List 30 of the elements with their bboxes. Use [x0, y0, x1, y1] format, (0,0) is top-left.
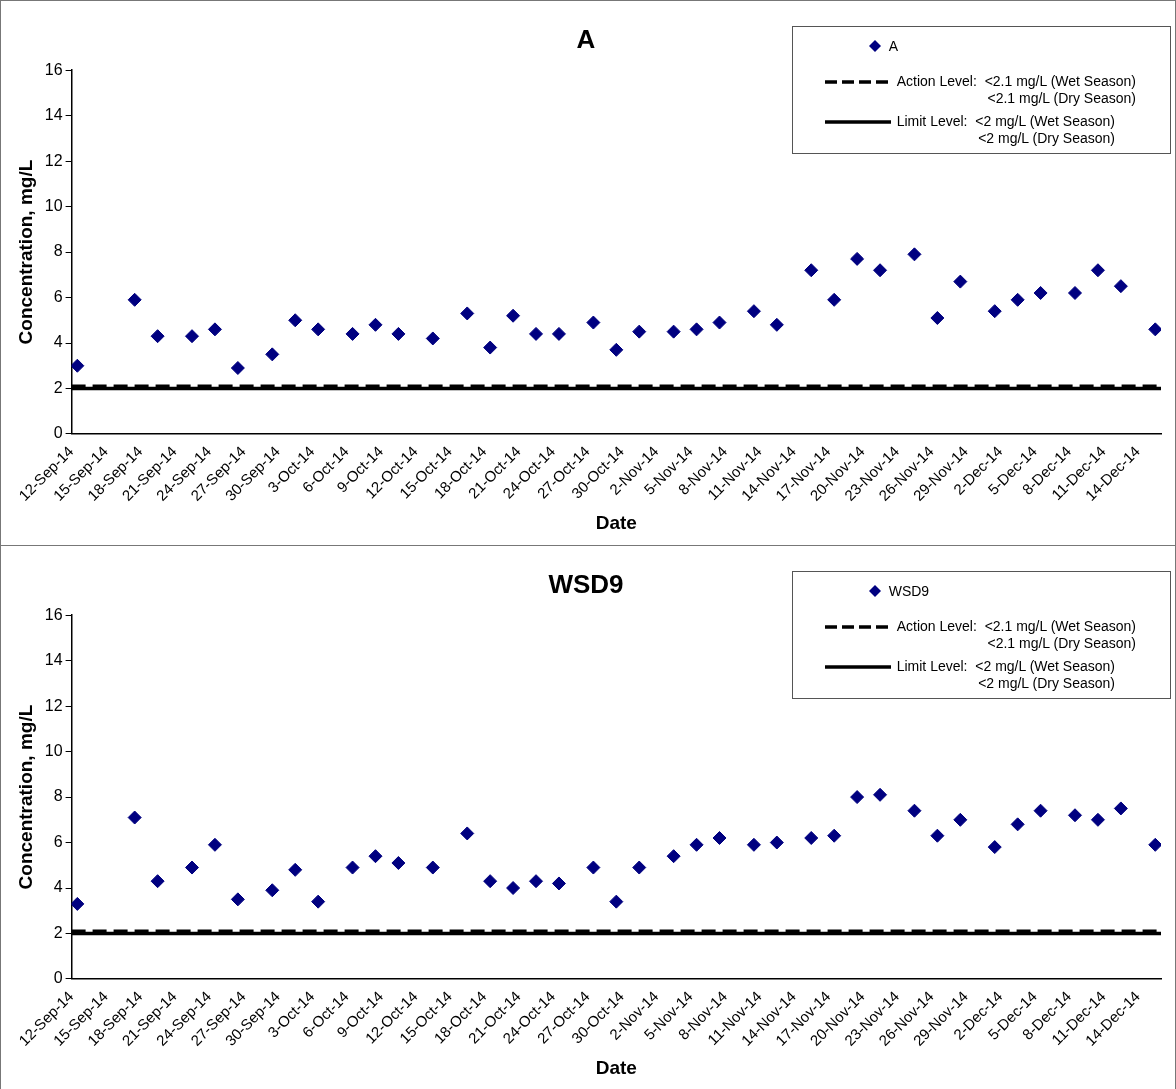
y-tick-label: 8 — [53, 242, 63, 260]
legend-label: WSD9 — [888, 583, 930, 599]
y-tick-label: 12 — [44, 696, 63, 714]
legend-label: Action Level: <2.1 mg/L (Wet Season) <2.1 mg/L (Dry Season) — [896, 73, 1136, 107]
y-tick-label: 14 — [44, 651, 63, 669]
legend-label: Action Level: <2.1 mg/L (Wet Season) <2.1 mg/L (Dry Season) — [896, 618, 1136, 652]
y-tick-label: 0 — [53, 424, 63, 442]
y-tick-label: 12 — [44, 151, 63, 169]
y-tick-label: 6 — [53, 832, 63, 850]
y-tick-label: 10 — [44, 742, 63, 760]
y-tick-label: 0 — [53, 969, 63, 987]
y-tick-label: 2 — [53, 378, 63, 396]
y-tick-label: 4 — [53, 878, 63, 896]
y-tick-label: 14 — [44, 106, 63, 124]
x-axis-title: Date — [595, 511, 637, 533]
chart-title: WSD9 — [548, 568, 624, 599]
legend-label: Limit Level: <2 mg/L (Wet Season) <2 mg/L (Dry Season) — [896, 113, 1115, 147]
legend-label: A — [888, 38, 899, 54]
legend-label: Limit Level: <2 mg/L (Wet Season) <2 mg/L (Dry Season) — [896, 658, 1115, 692]
y-tick-label: 2 — [53, 923, 63, 941]
y-tick-label: 8 — [53, 787, 63, 805]
y-tick-label: 6 — [53, 287, 63, 305]
chart-title: A — [576, 23, 596, 54]
y-tick-label: 4 — [53, 333, 63, 351]
y-tick-label: 16 — [44, 60, 63, 78]
y-axis-title: Concentration, mg/L — [14, 159, 36, 345]
y-tick-label: 16 — [44, 605, 63, 623]
y-tick-label: 10 — [44, 197, 63, 215]
x-axis-title: Date — [595, 1056, 637, 1078]
y-axis-title: Concentration, mg/L — [14, 704, 36, 890]
